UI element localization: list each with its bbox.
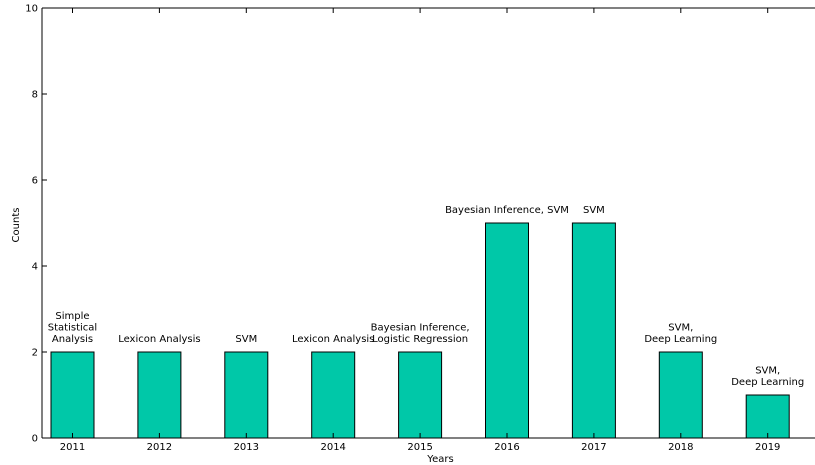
bar-annotation: Simple [55, 311, 89, 322]
x-tick-label: 2017 [581, 442, 606, 453]
bar-annotation: SVM, [668, 323, 693, 334]
y-tick-label: 8 [32, 90, 38, 101]
bar-annotation: Deep Learning [731, 377, 804, 388]
bar-annotation: Lexicon Analysis [292, 334, 374, 345]
bar [658, 351, 703, 439]
x-tick-label: 2011 [60, 442, 85, 453]
x-tick-label: 2016 [494, 442, 519, 453]
bar-annotation: Bayesian Inference, SVM [445, 205, 569, 216]
x-tick-label: 2018 [668, 442, 693, 453]
bar-annotation: SVM [583, 205, 605, 216]
bar [398, 351, 443, 439]
bar [50, 351, 95, 439]
bar-annotation: SVM, [755, 366, 780, 377]
x-tick-label: 2014 [320, 442, 345, 453]
y-axis-title: Counts [11, 208, 22, 243]
bar [745, 394, 790, 439]
bar [137, 351, 182, 439]
bar-annotation: Deep Learning [644, 334, 717, 345]
bar-annotation: Bayesian Inference, [371, 323, 470, 334]
y-tick-label: 0 [32, 434, 38, 445]
bar-annotation: Analysis [52, 334, 93, 345]
y-tick-label: 6 [32, 176, 38, 187]
x-tick-label: 2013 [234, 442, 259, 453]
bar [571, 222, 616, 439]
bar [224, 351, 269, 439]
x-tick-label: 2019 [755, 442, 780, 453]
y-tick-label: 2 [32, 348, 38, 359]
y-tick-label: 4 [32, 262, 38, 273]
bar-annotation: Lexicon Analysis [118, 334, 200, 345]
x-axis-title: Years [426, 454, 453, 465]
x-tick-label: 2015 [407, 442, 432, 453]
bar-annotation: Logistic Regression [372, 334, 468, 345]
bar-annotation: SVM [235, 334, 257, 345]
x-tick-label: 2012 [147, 442, 172, 453]
bar [311, 351, 356, 439]
bar [485, 222, 529, 439]
y-tick-label: 10 [25, 4, 38, 15]
bar-annotation: Statistical [48, 323, 97, 334]
